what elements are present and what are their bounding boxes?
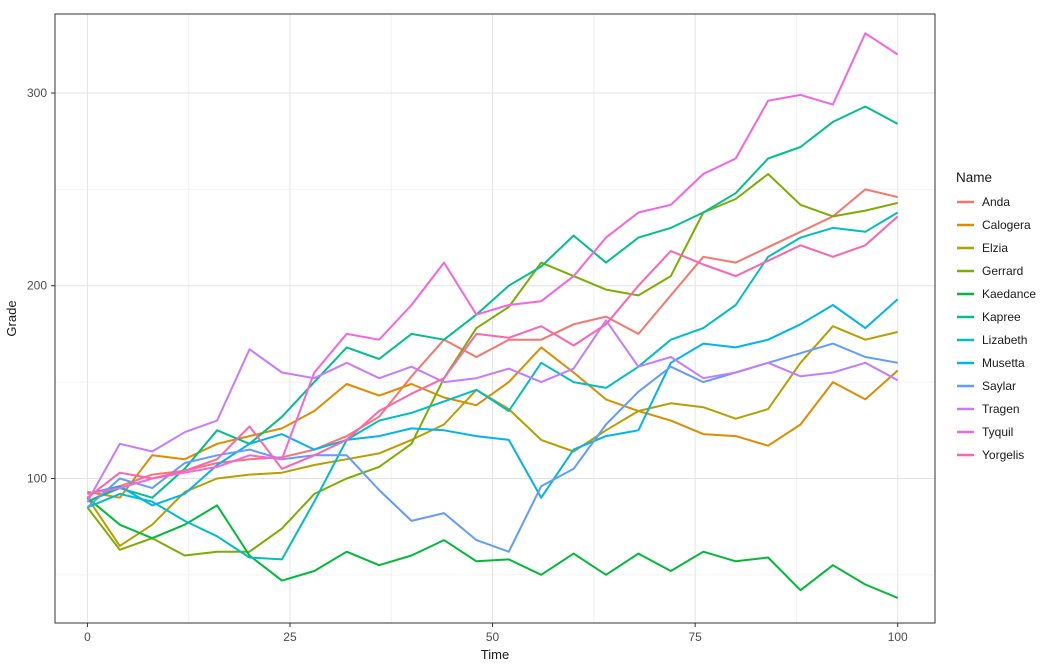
legend-label-anda: Anda [982, 195, 1010, 209]
legend-label-tragen: Tragen [982, 402, 1020, 416]
series-line-kapree [87, 105, 899, 503]
x-tick-label: 0 [84, 630, 91, 644]
series-line-yorgelis [86, 215, 899, 499]
y-tick-label: 200 [27, 279, 47, 293]
legend-label-lizabeth: Lizabeth [982, 333, 1027, 347]
series-line-tragen [86, 319, 899, 503]
x-tick-label: 25 [283, 630, 297, 644]
legend-label-calogera: Calogera [982, 218, 1031, 232]
x-tick-label: 50 [486, 630, 500, 644]
series-line-calogera [87, 346, 899, 499]
series-line-gerrard [86, 173, 898, 557]
x-axis-title: Time [481, 647, 509, 662]
legend-label-gerrard: Gerrard [982, 264, 1023, 278]
legend-label-musetta: Musetta [982, 356, 1025, 370]
series-line-kaedance [86, 496, 899, 599]
plot-panel [55, 14, 935, 623]
series-line-musetta [87, 298, 899, 507]
x-tick-label: 100 [888, 630, 908, 644]
y-axis-title: Grade [4, 300, 19, 336]
series-line-lizabeth [87, 211, 899, 561]
y-tick-label: 100 [27, 471, 47, 485]
series-line-tyquil [87, 32, 899, 495]
legend-label-yorgelis: Yorgelis [982, 448, 1024, 462]
legend-title: Name [956, 170, 992, 185]
panel-border [54, 13, 936, 624]
legend-label-kaedance: Kaedance [982, 287, 1036, 301]
legend-label-saylar: Saylar [982, 379, 1016, 393]
legend-label-elzia: Elzia [982, 241, 1008, 255]
y-tick-label: 300 [27, 86, 47, 100]
legend-label-tyquil: Tyquil [982, 425, 1013, 439]
x-tick-label: 75 [688, 630, 702, 644]
legend-label-kapree: Kapree [982, 310, 1021, 324]
